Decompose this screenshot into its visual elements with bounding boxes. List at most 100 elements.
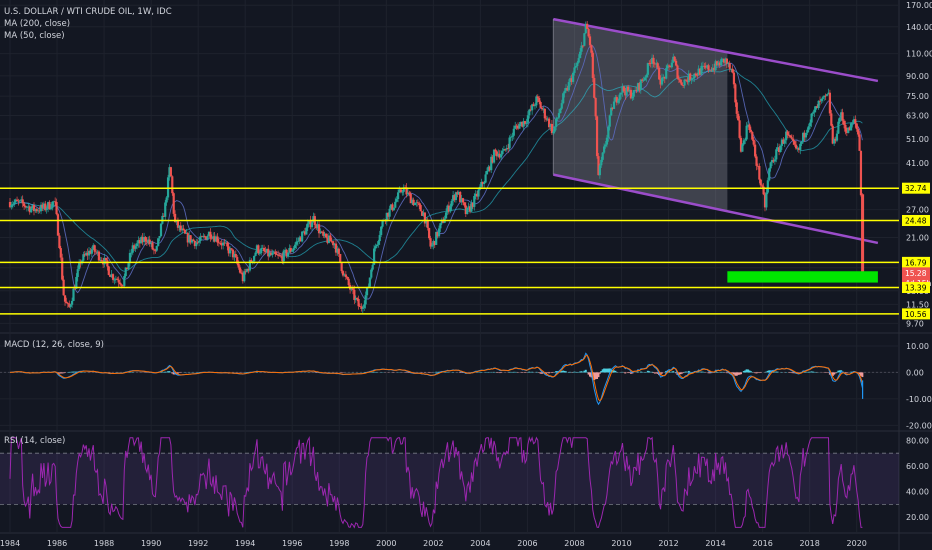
candle-body [272,251,275,253]
channel-upper-line [553,17,879,83]
candle-body [210,237,213,239]
candle-body [299,237,302,242]
macd-bar [754,372,757,374]
candle-body [381,220,384,227]
candle-body [275,254,278,255]
candle-body [97,251,101,261]
candle-body [175,221,178,222]
candle-body [601,152,604,160]
candle-body [301,231,304,242]
macd-bar [521,372,524,373]
candle-body [350,288,353,290]
candle-body [158,236,161,239]
candle-body [357,298,360,307]
horizontal-levels[interactable] [0,187,899,315]
candle-body [18,200,21,202]
time-axis[interactable]: 1984 1986 1988 1990 1992 1994 1996 1998 2000 2002… [0,539,867,548]
candle-body [730,68,733,70]
candle-body [737,113,740,121]
macd-bar [687,370,690,373]
candle-body [11,204,14,206]
macd-bar [535,371,538,373]
candle-body [569,78,572,83]
macd-bar [858,372,861,375]
candle-body [658,67,661,80]
candle-body [728,63,731,69]
candle-body [264,251,267,253]
candle-body [166,177,170,198]
macd-bar [831,372,834,377]
candle-body [292,247,295,251]
candle-body [144,237,147,242]
candle-body [830,113,833,126]
candle-body [677,78,681,80]
macd-bar [838,370,841,373]
ma200-legend[interactable]: MA (200, close) [4,19,71,29]
candle-body [59,248,62,258]
candle-body [508,137,511,149]
candle-body [428,228,431,239]
macd-title[interactable]: MACD (12, 26, close, 9) [4,340,104,350]
macd-bar [740,372,743,375]
candle-body [845,131,848,133]
candle-body [560,103,563,109]
macd-bar [565,371,568,373]
candle-body [488,166,491,171]
macd-bar [701,371,704,373]
candle-body [775,149,778,160]
candle-body [295,241,298,245]
price-tick: 9.70 [906,319,924,328]
candle-body [684,79,688,81]
candle-body [238,267,242,273]
ma50-legend[interactable]: MA (50, close) [4,31,65,41]
candle-body [333,243,336,246]
candle-body [590,45,593,53]
candle-body [117,279,120,283]
candle-body [440,219,443,224]
candle-body [93,245,96,252]
candle-body [463,202,466,206]
macd-bar [569,371,572,373]
candle-body [799,143,802,150]
candle-body [509,136,513,138]
candle-body [581,45,585,47]
macd-bar [834,372,837,374]
candle-body [20,199,23,201]
candle-body [857,129,860,135]
candle-body [58,235,61,249]
candle-body [281,256,284,262]
candle-body [546,118,549,120]
candle-body [536,96,539,98]
candle-body [375,244,379,247]
macd-bar [790,372,793,374]
candle-body [751,131,754,140]
candle-body [237,263,240,268]
candle-body [648,63,651,64]
candle-body [734,84,737,103]
candle-body [124,267,127,277]
candle-body [76,269,79,278]
price-axis[interactable]: 170.00 140.00 110.00 90.00 75.00 63.00 51.00 41… [902,1,932,522]
candle-body [288,248,291,253]
macd-bar [646,370,649,373]
symbol-title[interactable]: U.S. DOLLAR / WTI CRUDE OIL, 1W, IDC [4,7,172,17]
candle-body [94,251,98,253]
macd-bar [648,371,651,373]
candle-body [456,192,459,195]
candle-body [532,104,535,107]
candle-body [543,108,546,119]
macd-bar [580,371,583,373]
candle-body [182,228,185,230]
macd-bar [768,370,771,373]
time-tick: 1984 [0,539,20,548]
rsi-title[interactable]: RSI (14, close) [4,436,66,446]
candle-body [483,182,486,184]
time-tick: 1998 [329,539,349,548]
candle-body [78,262,81,270]
candle-body [231,249,235,258]
candle-body [607,126,610,138]
macd-bar [589,372,592,377]
macd-bar [700,371,703,373]
candle-body [17,200,20,202]
